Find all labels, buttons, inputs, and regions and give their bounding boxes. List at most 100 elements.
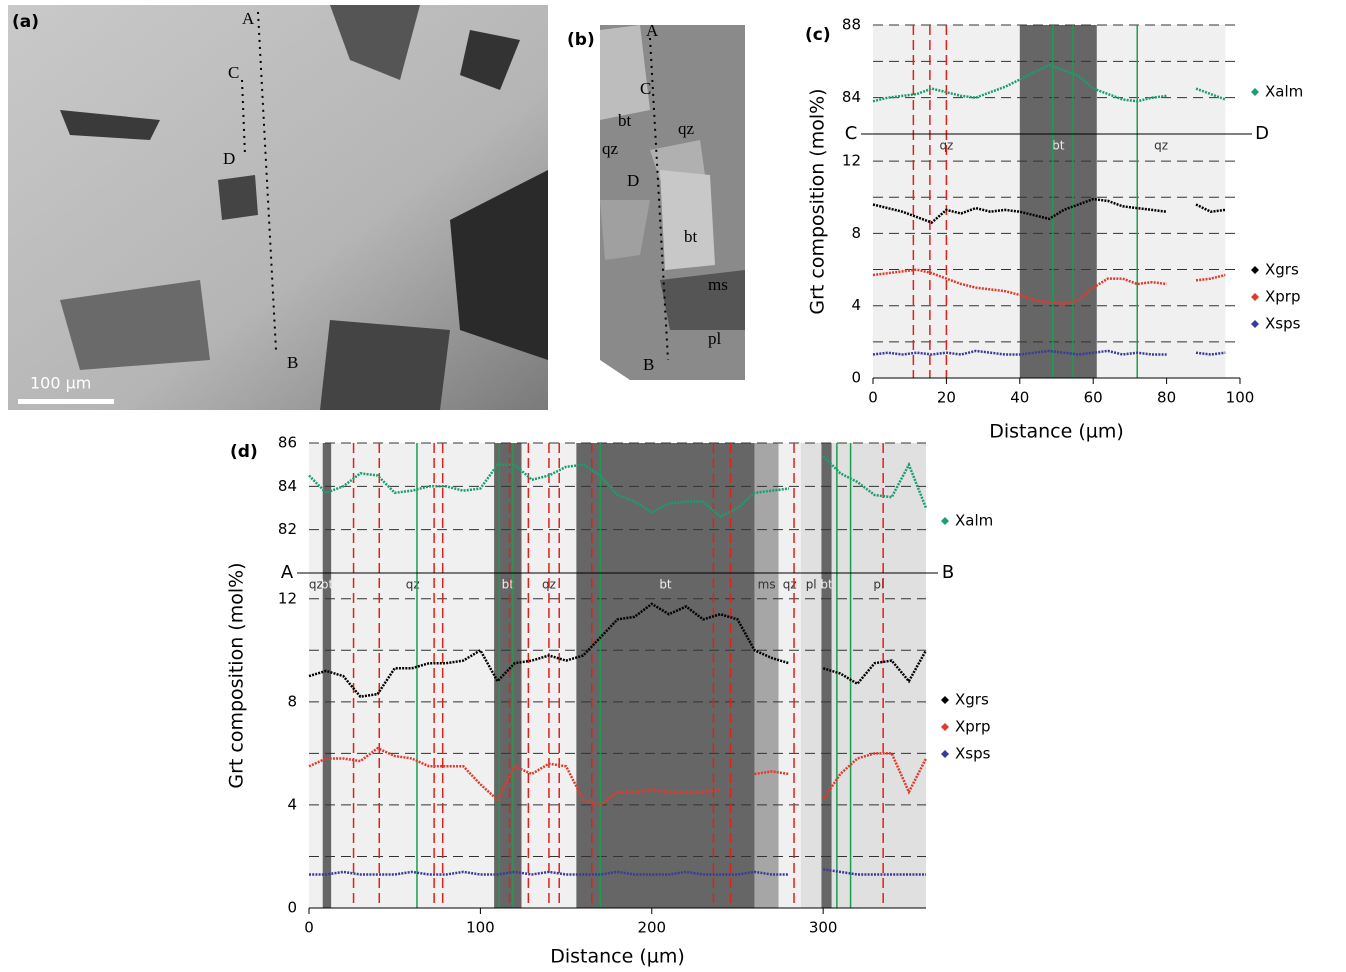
section-end: D — [1255, 123, 1269, 144]
legend-label: Xgrs — [1265, 261, 1299, 279]
y-axis-title: Grt composition (mol%) — [807, 88, 829, 314]
band-label: bt — [659, 578, 672, 592]
y-tick-label: 82 — [278, 520, 297, 538]
x-tick-label: 20 — [937, 389, 956, 407]
y-tick-label: 0 — [851, 369, 861, 387]
band — [322, 443, 332, 908]
band-label: qz — [783, 578, 797, 592]
grain — [450, 170, 548, 360]
legend-marker — [1251, 320, 1259, 328]
band — [831, 443, 926, 908]
annotation: B — [287, 353, 298, 372]
band — [800, 443, 822, 908]
band — [754, 443, 779, 908]
x-axis-title: Distance (µm) — [550, 946, 685, 968]
series-line — [872, 197, 1226, 225]
legend-label: Xalm — [955, 512, 993, 530]
grain — [600, 200, 650, 260]
panel-label: (c) — [805, 25, 831, 45]
x-tick-label: 100 — [466, 919, 495, 937]
grain — [600, 25, 650, 120]
legend-label: Xgrs — [955, 691, 989, 709]
annotation: ms — [708, 275, 728, 294]
series-line — [308, 746, 928, 807]
series-line — [308, 602, 928, 699]
profile-line — [257, 11, 277, 351]
legend-marker — [1251, 88, 1259, 96]
y-tick-label: 0 — [287, 899, 297, 917]
annotation: bt — [684, 227, 698, 246]
y-tick-label: 8 — [851, 224, 861, 242]
band — [1019, 25, 1097, 378]
series-line — [308, 455, 928, 519]
y-tick-label: 84 — [278, 477, 297, 495]
band-label: pl — [873, 578, 884, 592]
y-tick-label: 12 — [842, 152, 861, 170]
legend-marker — [941, 517, 949, 525]
band — [821, 443, 832, 908]
x-tick-label: 60 — [1084, 389, 1103, 407]
scale-label: 100 µm — [30, 374, 91, 393]
x-tick-label: 300 — [809, 919, 838, 937]
band-label: bt — [502, 578, 515, 592]
legend-marker — [941, 696, 949, 704]
band — [331, 443, 495, 908]
band-label: qz — [1154, 139, 1168, 153]
series-line — [872, 268, 1226, 306]
legend-label: Xsps — [1265, 315, 1301, 333]
y-tick-label: 86 — [278, 434, 297, 452]
annotation: C — [640, 79, 651, 98]
annotation: B — [643, 355, 654, 374]
grain — [60, 110, 160, 140]
band-label: pl — [806, 578, 817, 592]
legend-label: Xsps — [955, 745, 991, 763]
band-label: qz — [309, 578, 323, 592]
band — [309, 443, 323, 908]
section-start: C — [845, 123, 858, 144]
annotation: pl — [708, 329, 722, 348]
profile-line — [649, 37, 669, 361]
y-tick-label: 8 — [287, 692, 297, 710]
panel-a: (a) A C D B 100 µm — [8, 5, 548, 410]
band-label: qz — [406, 578, 420, 592]
band-label: bt — [1052, 139, 1065, 153]
grain — [60, 280, 210, 370]
section-start: A — [281, 562, 294, 583]
band — [778, 443, 801, 908]
annotation: qz — [678, 119, 695, 138]
legend-marker — [1251, 266, 1259, 274]
x-tick-label: 0 — [304, 919, 314, 937]
legend-marker — [1251, 293, 1259, 301]
y-tick-label: 12 — [278, 589, 297, 607]
x-tick-label: 100 — [1226, 389, 1255, 407]
annotation: qz — [602, 139, 619, 158]
band-label: bt — [820, 578, 833, 592]
legend-label: Xprp — [955, 718, 991, 736]
scale-bar — [18, 399, 114, 404]
series-line — [872, 63, 1226, 103]
panel-label: (d) — [230, 442, 258, 462]
grain — [218, 175, 258, 220]
band-label: ms — [758, 578, 776, 592]
legend-label: Xprp — [1265, 288, 1301, 306]
x-tick-label: 80 — [1157, 389, 1176, 407]
annotation: C — [228, 63, 239, 82]
band — [576, 443, 755, 908]
grain — [320, 320, 450, 410]
y-tick-label: 84 — [842, 88, 861, 106]
legend-marker — [941, 723, 949, 731]
y-tick-label: 4 — [287, 795, 297, 813]
x-axis-title: Distance (µm) — [989, 421, 1124, 443]
section-end: B — [942, 562, 954, 583]
grain — [330, 5, 420, 80]
panel-b: (b) A C bt qz qz D bt ms pl B — [567, 21, 745, 380]
grain — [660, 270, 745, 330]
legend-label: Xalm — [1265, 83, 1303, 101]
grain — [650, 140, 705, 180]
y-tick-label: 4 — [851, 296, 861, 314]
series-line — [309, 868, 926, 876]
x-tick-label: 200 — [637, 919, 666, 937]
band — [1096, 25, 1226, 378]
